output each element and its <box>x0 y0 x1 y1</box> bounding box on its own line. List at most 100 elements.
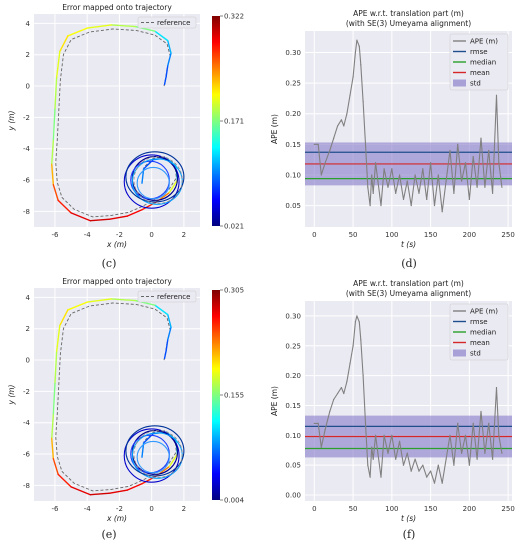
ape-data-point <box>476 458 478 460</box>
x-axis-label: x (m) <box>106 240 127 249</box>
x-tick-label: 0 <box>312 231 316 239</box>
trajectory-segment <box>55 50 61 79</box>
trajectory-segment <box>167 52 172 67</box>
y-tick-label: -6 <box>23 451 31 459</box>
ape-data-point <box>398 440 401 442</box>
y-tick-label: 0.05 <box>285 202 301 210</box>
y-tick-label: 0.25 <box>285 342 301 350</box>
x-tick-label: 2 <box>182 231 186 239</box>
ape-data-point <box>437 464 439 466</box>
ape-data-point <box>453 464 455 466</box>
x-tick-label: 50 <box>349 231 358 239</box>
ape-data-point <box>369 476 371 478</box>
ape-panel-f: 0 50 100 150 200 250 0.00 0.05 0.10 0.15 0.20 0.25 0… <box>270 279 515 541</box>
ape-data-point <box>480 137 482 139</box>
ape-data-point <box>377 180 379 182</box>
ape-data-point <box>374 434 377 436</box>
trajectory-segment <box>154 304 169 316</box>
legend-label: median <box>470 329 496 337</box>
ape-data-point <box>441 482 443 484</box>
ape-data-point <box>484 452 486 454</box>
y-tick-label: 0.30 <box>285 49 301 57</box>
chart-title: Error mapped onto trajectory <box>62 277 172 286</box>
trajectory-segment <box>168 179 179 194</box>
ape-data-point <box>395 192 397 194</box>
ape-data-point <box>426 476 428 478</box>
legend-label: rmse <box>470 48 488 56</box>
panel-caption: (e) <box>101 528 116 541</box>
y-tick-label: -8 <box>23 208 30 216</box>
ape-data-point <box>346 113 348 115</box>
legend-label: APE (m) <box>470 308 498 316</box>
trajectory-segment <box>52 108 56 142</box>
trajectory-segment <box>57 199 72 214</box>
ape-data-point <box>445 458 447 460</box>
trajectory-segment <box>126 209 143 217</box>
x-axis-label: t (s) <box>401 514 416 523</box>
trajectory-segment <box>52 458 59 476</box>
colorbar-label: 0.021 <box>224 223 244 231</box>
trajectory-segment <box>51 414 55 440</box>
trajectory-segment <box>51 140 55 166</box>
ape-data-point <box>360 64 362 66</box>
ape-data-point <box>468 464 470 466</box>
legend-swatch <box>453 79 466 87</box>
x-tick-label: 150 <box>424 231 437 239</box>
trajectory-segment <box>110 24 137 28</box>
ape-data-point <box>437 174 439 176</box>
ape-data-point <box>364 422 367 424</box>
y-tick-label: -8 <box>23 482 30 490</box>
legend-label-reference: reference <box>157 19 190 27</box>
ape-data-point <box>320 174 322 176</box>
ape-data-point <box>324 162 326 164</box>
ape-data-point <box>429 470 432 472</box>
ape-data-point <box>371 174 373 176</box>
x-tick-label: 100 <box>385 505 398 513</box>
y-tick-label: 4 <box>26 20 31 28</box>
legend-label: mean <box>470 69 490 77</box>
ape-data-point <box>362 375 364 377</box>
trajectory-segment <box>51 437 55 460</box>
legend-label: rmse <box>470 318 488 326</box>
trajectory-segment <box>59 309 69 327</box>
ape-data-point <box>464 434 467 436</box>
x-tick-label: 0 <box>149 231 153 239</box>
x-tick-label: 0 <box>312 505 316 513</box>
trajectory-segment <box>110 298 137 302</box>
trajectory-segment <box>51 163 55 186</box>
trajectory-loop <box>123 154 180 209</box>
x-tick-label: 2 <box>182 505 186 513</box>
x-tick-label: -6 <box>51 231 59 239</box>
ape-data-point <box>380 204 382 207</box>
y-axis-label: y (m) <box>7 110 16 131</box>
y-axis-label: y (m) <box>7 384 16 405</box>
ape-data-point <box>383 434 385 436</box>
colorbar-label: 0.171 <box>224 118 244 126</box>
y-tick-label: 0.20 <box>285 372 301 380</box>
x-tick-label: -2 <box>116 231 123 239</box>
ape-data-point <box>453 192 455 194</box>
legend-label: median <box>470 59 496 67</box>
legend-box <box>137 290 197 303</box>
x-tick-label: -4 <box>84 231 92 239</box>
ape-data-point <box>367 186 369 188</box>
ape-data-point <box>354 51 356 54</box>
ape-data-point <box>317 422 319 424</box>
ape-data-point <box>391 434 393 436</box>
trajectory-segment <box>70 212 92 222</box>
ape-data-point <box>313 422 315 424</box>
ape-data-point <box>461 180 463 182</box>
x-tick-label: 0 <box>149 505 153 513</box>
x-tick-label: 250 <box>501 505 514 513</box>
ape-data-point <box>398 174 401 176</box>
ape-data-point <box>372 192 374 194</box>
ape-data-point <box>414 458 416 460</box>
trajectory-segment <box>154 30 169 42</box>
y-tick-label: 0.10 <box>285 171 301 179</box>
colorbar-label: 0.155 <box>224 392 244 400</box>
y-axis-label: APE (m) <box>270 114 279 144</box>
ape-data-point <box>364 143 367 145</box>
ape-data-point <box>324 428 326 430</box>
ape-data-point <box>422 168 424 170</box>
